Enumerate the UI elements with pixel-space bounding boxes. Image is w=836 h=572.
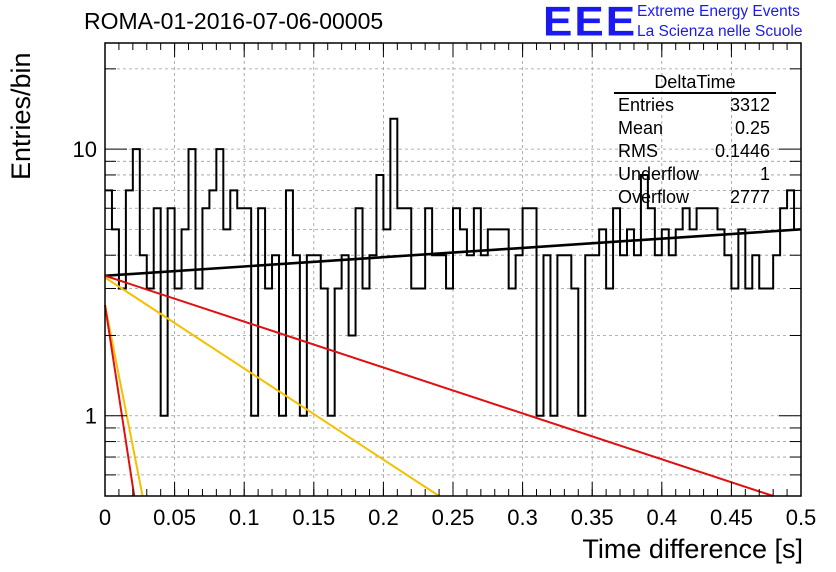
stats-row-underflow: Underflow 1	[612, 163, 776, 186]
axis-ticks	[104, 43, 802, 497]
fit-series-line	[104, 274, 774, 497]
fit-series-line	[104, 276, 440, 497]
x-tick-label: 0.2	[368, 505, 399, 530]
chart-title: ROMA-01-2016-07-06-00005	[84, 8, 384, 34]
x-tick-labels: 0 0.05 0.1 0.15 0.2 0.25 0.3 0.35 0.4 0.45 0.5	[99, 505, 816, 530]
stats-value: 2777	[729, 187, 770, 207]
x-tick-label: 0.4	[647, 505, 678, 530]
stats-label: Overflow	[618, 187, 690, 207]
y-tick-label: 10	[73, 137, 97, 162]
x-axis-label: Time difference [s]	[582, 534, 803, 564]
stats-row-entries: Entries 3312	[612, 94, 776, 117]
stats-value: 3312	[729, 95, 770, 115]
stats-row-rms: RMS 0.1446	[612, 140, 776, 163]
logo-subtitle-1: Extreme Energy Events	[637, 3, 800, 20]
y-tick-labels: 1 10	[73, 137, 97, 429]
y-axis-label: Entries/bin	[6, 52, 36, 180]
stats-value: 0.25	[734, 118, 770, 138]
x-tick-label: 0	[99, 505, 111, 530]
stats-label: RMS	[618, 141, 658, 161]
y-tick-label: 1	[85, 404, 97, 429]
x-tick-label: 0.3	[507, 505, 538, 530]
x-tick-label: 0.05	[153, 505, 196, 530]
stats-box: DeltaTime Entries 3312 Mean 0.25 RMS 0.1…	[612, 72, 776, 209]
fit-series-line	[104, 304, 144, 497]
stats-value: 0.1446	[714, 141, 770, 161]
stats-title: DeltaTime	[614, 72, 776, 94]
stats-label: Entries	[618, 95, 675, 115]
stats-row-overflow: Overflow 2777	[612, 186, 776, 209]
x-tick-label: 0.15	[292, 505, 335, 530]
eee-logo: EEE	[543, 0, 638, 45]
stats-label: Mean	[618, 118, 664, 138]
x-tick-label: 0.45	[710, 505, 753, 530]
stats-label: Underflow	[618, 164, 700, 184]
x-tick-label: 0.5	[786, 505, 817, 530]
x-tick-label: 0.35	[571, 505, 614, 530]
histogram	[105, 117, 801, 417]
histogram-step-line	[105, 117, 801, 417]
fit-lines	[104, 228, 802, 497]
logo-subtitle-2: La Scienza nelle Scuole	[637, 23, 803, 40]
stats-row-mean: Mean 0.25	[612, 117, 776, 140]
fit-series-line	[104, 304, 136, 497]
fit-series-line	[104, 228, 802, 278]
x-tick-label: 0.1	[229, 505, 260, 530]
x-tick-label: 0.25	[432, 505, 475, 530]
stats-value: 1	[759, 164, 770, 184]
